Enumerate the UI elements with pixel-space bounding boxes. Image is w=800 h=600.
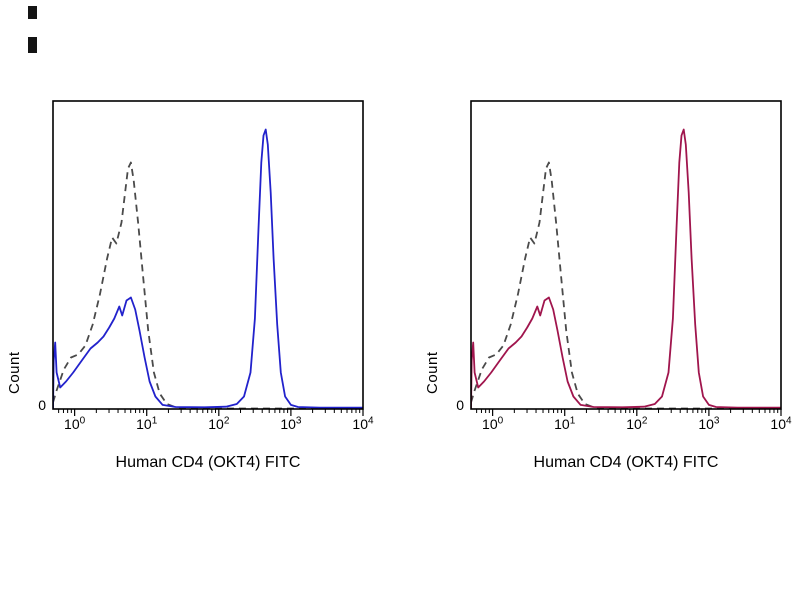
- tick-base: 10: [136, 416, 152, 432]
- plot-frame: [52, 100, 364, 410]
- x-tick-label-10e0: 100: [482, 416, 503, 432]
- x-tick-label-10e3: 103: [698, 416, 719, 432]
- tick-exponent: 3: [713, 415, 720, 427]
- tick-exponent: 1: [569, 415, 576, 427]
- isotype-control-curve: [471, 161, 781, 409]
- tick-exponent: 2: [223, 415, 230, 427]
- histogram-panel-right: Count 0 100 101 102 103 104 Human CD4 (OKT4)…: [418, 100, 792, 490]
- y-axis-zero-label: 0: [456, 397, 464, 413]
- x-axis-label: Human CD4 (OKT4) FITC: [115, 454, 301, 471]
- cd4-fitc-stained-curve: [471, 128, 781, 409]
- tick-base: 10: [64, 416, 80, 432]
- plot-frame: [470, 100, 782, 410]
- y-axis-label: Count: [6, 351, 23, 394]
- tick-base: 10: [280, 416, 296, 432]
- tick-exponent: 3: [295, 415, 302, 427]
- tick-base: 10: [352, 416, 369, 432]
- x-axis-tick-labels: 100 101 102 103 104: [52, 416, 374, 442]
- x-tick-label-10e0: 100: [64, 416, 85, 432]
- ink-mark: [28, 6, 37, 19]
- y-axis-zero-label: 0: [38, 397, 46, 413]
- plot-area: [52, 100, 364, 416]
- tick-exponent: 1: [151, 415, 158, 427]
- cd4-fitc-stained-curve: [53, 128, 363, 409]
- tick-base: 10: [208, 416, 224, 432]
- x-tick-label-10e3: 103: [280, 416, 301, 432]
- tick-base: 10: [698, 416, 714, 432]
- tick-exponent: 2: [641, 415, 648, 427]
- tick-base: 10: [770, 416, 787, 432]
- x-tick-label-10e2: 102: [626, 416, 647, 432]
- tick-exponent: 4: [786, 415, 792, 427]
- tick-exponent: 0: [79, 415, 86, 427]
- tick-exponent: 4: [368, 415, 374, 427]
- y-axis-label: Count: [424, 351, 441, 394]
- x-tick-label-10e1: 101: [554, 416, 575, 432]
- x-tick-label-10e1: 101: [136, 416, 157, 432]
- isotype-control-curve: [53, 161, 363, 409]
- x-tick-label-10e4: 104: [770, 416, 791, 432]
- x-axis-label: Human CD4 (OKT4) FITC: [533, 454, 719, 471]
- tick-base: 10: [626, 416, 642, 432]
- x-axis-tick-labels: 100 101 102 103 104: [470, 416, 792, 442]
- tick-exponent: 0: [497, 415, 504, 427]
- x-tick-label-10e2: 102: [208, 416, 229, 432]
- histogram-panel-left: Count 0 100 101 102 103 104 Human CD4 (OKT4)…: [0, 100, 374, 490]
- tick-base: 10: [554, 416, 570, 432]
- plot-area: [470, 100, 782, 416]
- tick-base: 10: [482, 416, 498, 432]
- ink-mark: [28, 37, 37, 53]
- x-tick-label-10e4: 104: [352, 416, 373, 432]
